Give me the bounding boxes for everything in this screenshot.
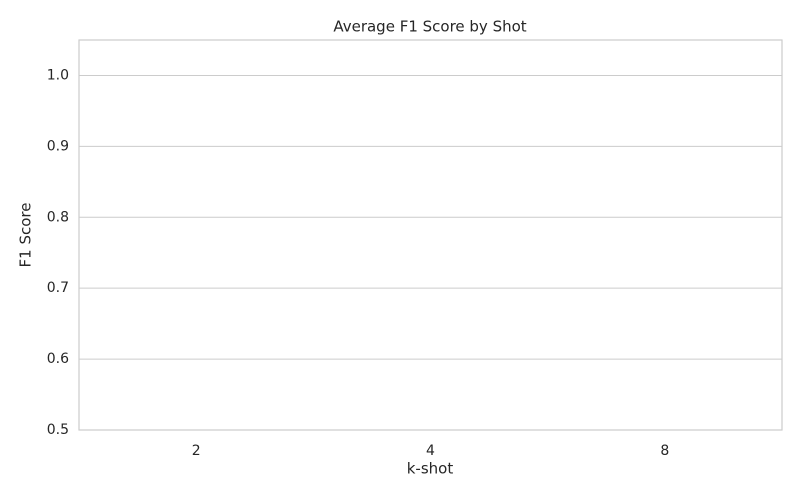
y-tick-label: 0.8 bbox=[47, 209, 69, 225]
y-tick-label: 0.5 bbox=[47, 422, 69, 438]
x-tick-label: 8 bbox=[660, 443, 669, 459]
plot-frame bbox=[78, 39, 783, 431]
x-tick-label: 4 bbox=[426, 443, 435, 459]
y-tick-label: 0.9 bbox=[47, 138, 69, 154]
x-tick-label: 2 bbox=[192, 443, 201, 459]
x-axis-label: k-shot bbox=[407, 460, 454, 478]
chart-title: Average F1 Score by Shot bbox=[333, 18, 526, 36]
y-tick-label: 0.7 bbox=[47, 280, 69, 296]
y-tick-label: 1.0 bbox=[47, 67, 69, 83]
y-axis-label: F1 Score bbox=[17, 203, 35, 268]
y-tick-label: 0.6 bbox=[47, 351, 69, 367]
